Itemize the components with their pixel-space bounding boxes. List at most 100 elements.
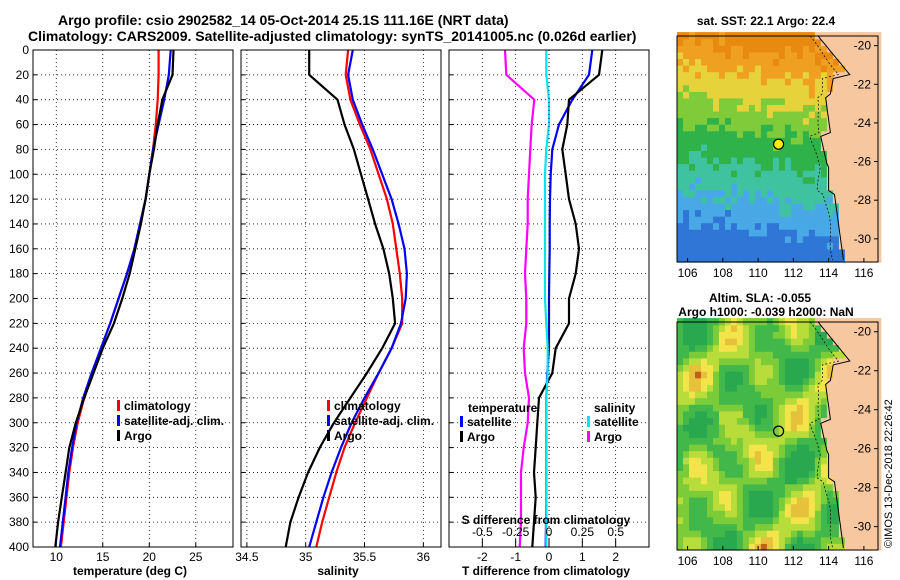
map-cell	[713, 130, 720, 138]
map-cell	[725, 536, 732, 544]
map-cell	[802, 404, 810, 412]
map-cell	[838, 483, 846, 491]
map-cell	[695, 202, 702, 211]
map-cell	[790, 477, 798, 485]
map-cell	[713, 477, 720, 485]
map-cell	[850, 202, 858, 211]
map-cell	[850, 65, 858, 73]
map-cell	[838, 437, 846, 445]
map-cell	[748, 222, 756, 230]
map-cell	[677, 437, 684, 445]
map-cell	[760, 344, 768, 352]
map-cell	[844, 497, 852, 505]
map-cell	[701, 235, 708, 243]
map-cell	[778, 189, 786, 197]
map-cell	[736, 510, 744, 518]
map-cell	[766, 397, 774, 405]
y-tick-label: 380	[9, 515, 29, 529]
map-cell	[826, 84, 834, 92]
map-cell	[695, 38, 702, 46]
map-cell	[772, 516, 780, 525]
map-cell	[719, 176, 726, 184]
map-cell	[748, 477, 756, 485]
coastline	[817, 35, 851, 261]
map-cell	[713, 404, 720, 412]
y-tick-label: -30	[854, 520, 872, 534]
map-cell	[689, 530, 696, 538]
map-cell	[814, 202, 822, 211]
map-cell	[790, 229, 798, 237]
map-cell	[725, 338, 732, 346]
map-cell	[838, 477, 846, 485]
map-cell	[683, 417, 690, 425]
map-cell	[850, 84, 858, 92]
map-cell	[689, 196, 696, 204]
map-cell	[832, 377, 840, 385]
map-cell	[677, 523, 684, 531]
map-cell	[778, 536, 786, 544]
map-cell	[736, 143, 744, 151]
map-cell	[707, 351, 714, 359]
map-cell	[742, 189, 750, 197]
map-cell	[862, 470, 870, 478]
map-cell	[802, 130, 810, 138]
map-cell	[862, 338, 870, 346]
map-cell	[814, 430, 822, 438]
map-cell	[677, 351, 684, 359]
map-cell	[868, 150, 876, 158]
map-cell	[760, 176, 768, 184]
map-cell	[784, 45, 792, 53]
map-cell	[844, 483, 852, 491]
map-cell	[736, 51, 744, 59]
map-cell	[838, 183, 846, 191]
map-cell	[713, 364, 720, 372]
map-cell	[766, 543, 774, 551]
map-cell	[760, 470, 768, 478]
map-cell	[814, 38, 822, 46]
map-cell	[868, 71, 876, 79]
map-cell	[754, 424, 762, 432]
map-cell	[766, 84, 774, 92]
map-cell	[701, 444, 708, 452]
map-cell	[748, 516, 756, 525]
map-cell	[784, 331, 792, 339]
map-cell	[814, 331, 822, 339]
map-cell	[731, 97, 738, 105]
map-cell	[778, 71, 786, 79]
map-cell	[790, 58, 798, 66]
map-cell	[683, 176, 690, 184]
map-cell	[713, 163, 720, 171]
map-cell	[784, 163, 792, 171]
map-cell	[731, 143, 738, 151]
map-cell	[713, 216, 720, 224]
map-cell	[790, 216, 798, 224]
map-cell	[677, 110, 684, 119]
map-cell	[713, 424, 720, 432]
map-cell	[796, 510, 804, 518]
map-cell	[731, 523, 738, 531]
map-cell	[850, 78, 858, 86]
map-cell	[707, 242, 714, 250]
map-cell	[736, 530, 744, 538]
map-cell	[707, 437, 714, 445]
map-cell	[868, 391, 876, 399]
map-cell	[683, 117, 690, 125]
map-cell	[695, 338, 702, 346]
map-cell	[862, 183, 870, 191]
y-tick-label: 200	[9, 292, 29, 306]
map-cell	[826, 117, 834, 125]
map-cell	[802, 84, 810, 92]
map-cell	[766, 117, 774, 125]
map-cell	[856, 338, 864, 346]
map-cell	[802, 463, 810, 472]
map-cell	[850, 470, 858, 478]
map-cell	[677, 483, 684, 491]
map-cell	[844, 38, 852, 46]
map-cell	[754, 530, 762, 538]
map-cell	[814, 248, 822, 257]
map-cell	[790, 351, 798, 359]
map-cell	[832, 503, 840, 511]
legend-label-climatology: climatology	[124, 399, 191, 413]
map-cell	[856, 209, 864, 217]
map-cell	[772, 543, 780, 551]
